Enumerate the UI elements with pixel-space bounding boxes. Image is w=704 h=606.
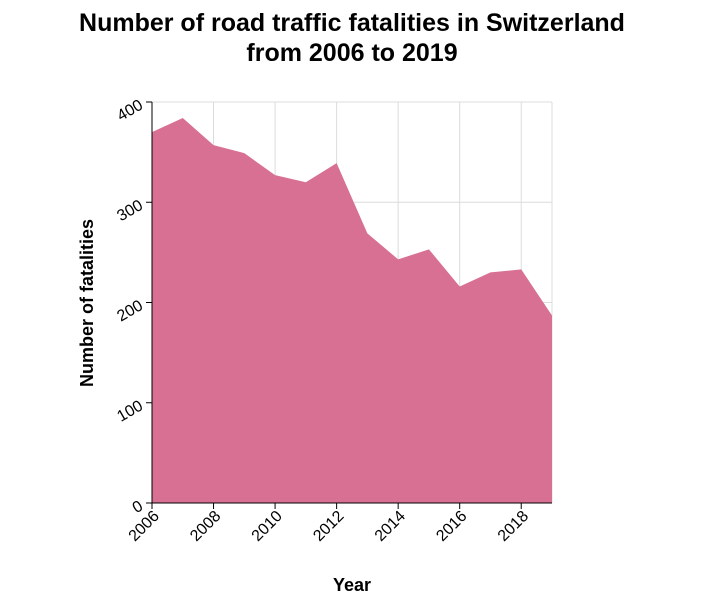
x-tick-label: 2010 xyxy=(249,508,286,545)
x-tick-label: 2018 xyxy=(495,508,532,545)
y-tick-label: 100 xyxy=(114,397,146,425)
y-axis-label: Number of fatalities xyxy=(77,219,97,387)
chart-title-line-2: from 2006 to 2019 xyxy=(246,39,458,67)
x-tick-label: 2014 xyxy=(372,508,409,545)
chart-title: Number of road traffic fatalities in Swi… xyxy=(0,8,704,68)
chart-title-line-1: Number of road traffic fatalities in Swi… xyxy=(79,9,625,37)
y-tick-label: 400 xyxy=(114,97,146,125)
x-tick-label: 2012 xyxy=(310,508,347,545)
x-axis-label: Year xyxy=(333,575,371,595)
y-tick-label: 300 xyxy=(114,197,146,225)
x-tick-label: 2006 xyxy=(126,508,163,545)
x-tick-label: 2016 xyxy=(433,508,470,545)
x-tick-label: 2008 xyxy=(187,508,224,545)
y-tick-label: 200 xyxy=(114,297,146,325)
fatalities-area xyxy=(152,118,552,503)
